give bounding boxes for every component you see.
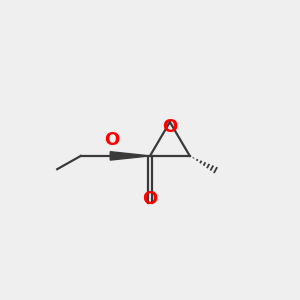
Text: O: O [142,190,158,208]
Text: O: O [162,118,178,136]
Polygon shape [110,152,150,160]
Text: O: O [104,131,119,149]
